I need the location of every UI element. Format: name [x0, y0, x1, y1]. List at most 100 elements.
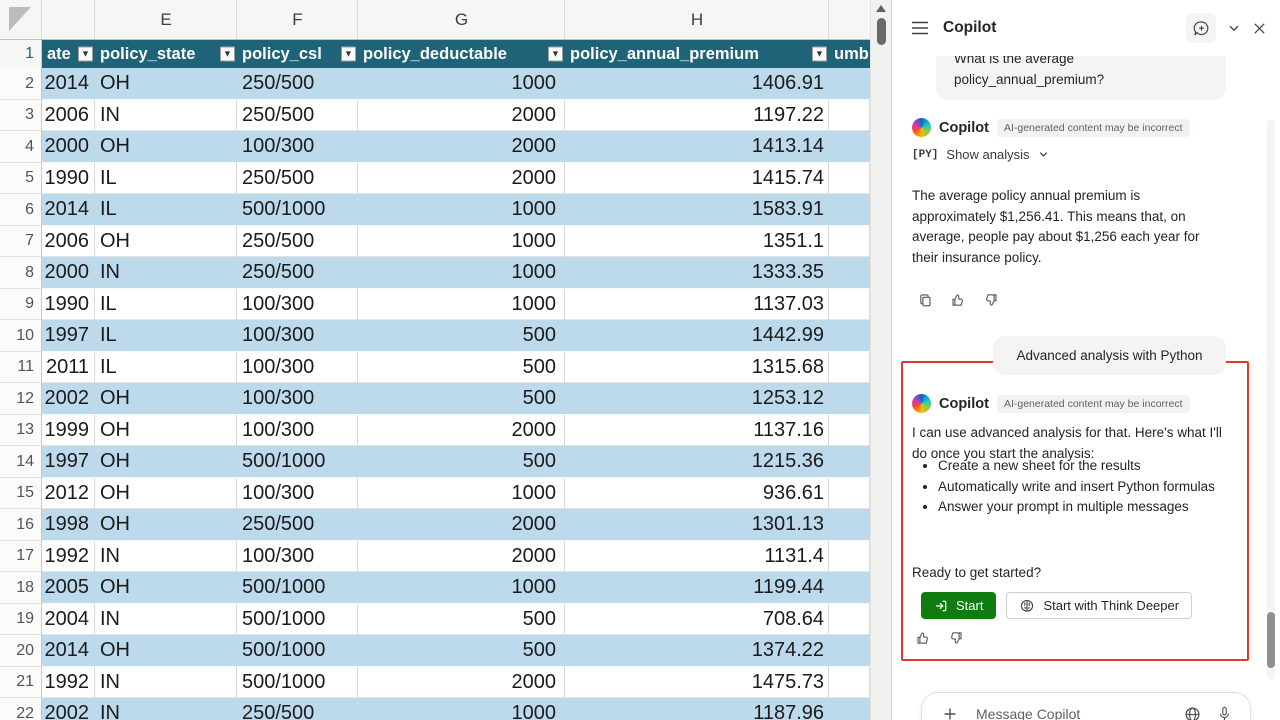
start-button[interactable]: Start [921, 592, 997, 619]
row-number[interactable]: 10 [0, 320, 42, 352]
cell-policy-deductable[interactable]: 1000 [358, 289, 565, 321]
cell-policy-csl[interactable]: 250/500 [242, 702, 315, 720]
cell-policy-state[interactable]: IL [95, 163, 237, 195]
cell-policy-annual-premium[interactable]: 1351.1 [565, 226, 829, 258]
cell-policy-deductable[interactable]: 500 [522, 387, 556, 410]
cell-policy-annual-premium[interactable]: 708.64 [565, 604, 829, 636]
cell-policy-bind-date[interactable]: 1990 [42, 289, 95, 321]
cell-policy-deductable[interactable]: 1000 [511, 702, 557, 720]
cell-umbrella-limit[interactable] [829, 194, 870, 226]
cell-policy-bind-date[interactable]: 2002 [44, 387, 90, 410]
cell-policy-annual-premium[interactable]: 1137.16 [565, 415, 829, 447]
cell-policy-deductable[interactable]: 1000 [511, 72, 557, 95]
row-number[interactable]: 5 [0, 162, 42, 194]
cell-policy-annual-premium[interactable]: 1374.22 [751, 639, 824, 662]
cell-policy-state[interactable]: OH [100, 513, 130, 536]
close-icon[interactable] [1252, 21, 1267, 36]
cell-policy-csl[interactable]: 100/300 [237, 289, 358, 321]
row-number[interactable]: 13 [0, 414, 42, 446]
cell-policy-csl[interactable]: 100/300 [242, 387, 315, 410]
row-number[interactable]: 6 [0, 194, 42, 226]
cell-policy-csl[interactable]: 500/1000 [237, 604, 358, 636]
cell-policy-state[interactable]: OH [100, 72, 130, 95]
cell-umbrella-limit[interactable] [829, 667, 870, 699]
microphone-icon[interactable] [1217, 706, 1232, 720]
cell-policy-bind-date[interactable]: 2011 [42, 352, 95, 384]
cell-policy-bind-date[interactable]: 2014 [44, 639, 90, 662]
cell-policy-state[interactable]: IL [95, 352, 237, 384]
header-umbrella-limit[interactable]: umb [829, 40, 870, 68]
cell-policy-csl[interactable]: 100/300 [237, 415, 358, 447]
thumbs-up-icon[interactable] [915, 630, 931, 646]
cell-policy-state[interactable]: OH [95, 478, 237, 510]
filter-dropdown-icon[interactable]: ▼ [78, 46, 93, 62]
cell-policy-state[interactable]: OH [100, 639, 130, 662]
column-letter-i[interactable] [829, 0, 870, 39]
cell-policy-state[interactable]: OH [100, 135, 130, 158]
cell-umbrella-limit[interactable] [829, 352, 870, 384]
row-number[interactable]: 4 [0, 131, 42, 163]
cell-policy-bind-date[interactable]: 2005 [44, 576, 90, 599]
cell-policy-annual-premium[interactable]: 1406.91 [751, 72, 824, 95]
cell-policy-csl[interactable]: 100/300 [242, 324, 315, 347]
cell-umbrella-limit[interactable] [829, 100, 870, 132]
cell-policy-deductable[interactable]: 500 [522, 639, 556, 662]
cell-policy-state[interactable]: IN [100, 261, 120, 284]
cell-policy-csl[interactable]: 500/1000 [242, 639, 326, 662]
cell-policy-deductable[interactable]: 500 [522, 450, 556, 473]
row-number[interactable]: 8 [0, 257, 42, 289]
cell-policy-state[interactable]: IL [100, 198, 117, 221]
row-number[interactable]: 9 [0, 288, 42, 320]
cell-policy-csl[interactable]: 250/500 [237, 226, 358, 258]
row-number[interactable]: 15 [0, 477, 42, 509]
cell-umbrella-limit[interactable] [829, 698, 870, 720]
header-policy-csl[interactable]: policy_csl ▼ [237, 40, 358, 68]
cell-policy-bind-date[interactable]: 2014 [44, 198, 90, 221]
cell-policy-deductable[interactable]: 2000 [358, 100, 565, 132]
cell-policy-bind-date[interactable]: 1990 [42, 163, 95, 195]
cell-policy-state[interactable]: OH [100, 576, 130, 599]
row-number[interactable]: 22 [0, 698, 42, 720]
cell-umbrella-limit[interactable] [829, 635, 870, 667]
cell-policy-state[interactable]: IN [95, 667, 237, 699]
cell-policy-deductable[interactable]: 2000 [358, 541, 565, 573]
cell-umbrella-limit[interactable] [829, 226, 870, 258]
hamburger-menu-icon[interactable] [911, 21, 929, 35]
cell-policy-deductable[interactable]: 2000 [511, 135, 557, 158]
row-number[interactable]: 14 [0, 446, 42, 478]
cell-policy-annual-premium[interactable]: 1415.74 [565, 163, 829, 195]
cell-policy-bind-date[interactable]: 2000 [44, 135, 90, 158]
cell-policy-csl[interactable]: 500/1000 [242, 450, 326, 473]
cell-policy-bind-date[interactable]: 2006 [42, 100, 95, 132]
cell-policy-annual-premium[interactable]: 1199.44 [753, 576, 824, 599]
cell-umbrella-limit[interactable] [829, 572, 870, 604]
cell-policy-deductable[interactable]: 2000 [511, 513, 557, 536]
cell-policy-state[interactable]: OH [100, 387, 130, 410]
cell-policy-csl[interactable]: 250/500 [242, 72, 315, 95]
cell-policy-state[interactable]: OH [95, 415, 237, 447]
column-letter-h[interactable]: H [565, 0, 829, 39]
row-number[interactable]: 11 [0, 351, 42, 383]
cell-policy-state[interactable]: IN [95, 100, 237, 132]
cell-policy-state[interactable]: IN [95, 604, 237, 636]
cell-policy-csl[interactable]: 100/300 [237, 478, 358, 510]
header-policy-state[interactable]: policy_state ▼ [95, 40, 237, 68]
cell-policy-csl[interactable]: 500/1000 [242, 198, 326, 221]
cell-policy-deductable[interactable]: 500 [358, 604, 565, 636]
cell-policy-annual-premium[interactable]: 1442.99 [751, 324, 824, 347]
row-number[interactable]: 19 [0, 603, 42, 635]
filter-dropdown-icon[interactable]: ▼ [341, 46, 356, 62]
cell-policy-annual-premium[interactable]: 1215.36 [751, 450, 824, 473]
globe-icon[interactable] [1184, 706, 1201, 720]
cell-policy-bind-date[interactable]: 2002 [44, 702, 90, 720]
cell-policy-annual-premium[interactable]: 1301.13 [751, 513, 824, 536]
cell-policy-state[interactable]: IL [95, 289, 237, 321]
cell-policy-annual-premium[interactable]: 1583.91 [751, 198, 824, 221]
panel-scrollbar-thumb[interactable] [1267, 612, 1275, 668]
cell-umbrella-limit[interactable] [829, 541, 870, 573]
cell-policy-bind-date[interactable]: 2014 [44, 72, 90, 95]
cell-policy-csl[interactable]: 500/1000 [242, 576, 326, 599]
cell-policy-bind-date[interactable]: 1997 [44, 450, 90, 473]
cell-policy-deductable[interactable]: 500 [522, 324, 556, 347]
cell-policy-deductable[interactable]: 1000 [358, 226, 565, 258]
